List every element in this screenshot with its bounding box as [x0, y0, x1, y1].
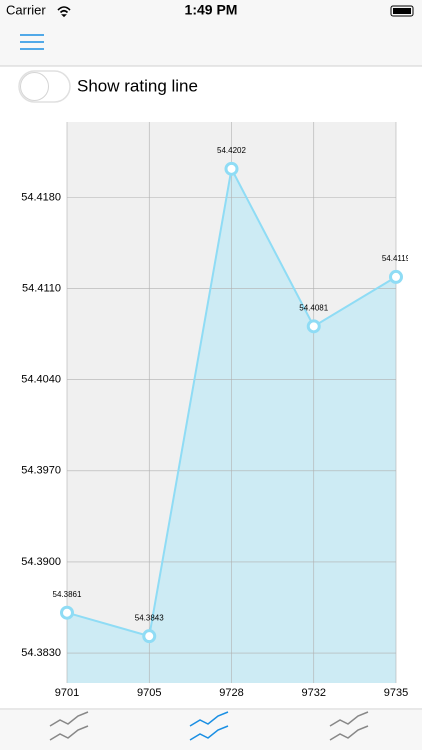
point: [306, 319, 321, 334]
tab-bar: [0, 710, 422, 750]
value-label: 54.3843: [135, 613, 164, 622]
point: [224, 161, 239, 176]
carrier: Carrier: [6, 2, 46, 17]
x-tick-label: 9735: [384, 687, 408, 699]
y-tick-label: 54.4040: [21, 374, 61, 386]
wifi-icon: [57, 6, 71, 18]
y-tick-label: 54.3970: [21, 465, 61, 477]
clock: 1:49 PM: [185, 2, 238, 18]
x-tick-label: 9705: [137, 687, 161, 699]
point: [60, 605, 74, 620]
x-tick-label: 9732: [302, 687, 326, 699]
tab-3[interactable]: [329, 711, 369, 741]
x-tick-label: 9728: [219, 687, 243, 699]
x-tick-label: 9701: [55, 687, 79, 699]
chart: 54.3830 54.3900 54.3970 54.4040 54.4110 54.41…: [21, 122, 411, 699]
tab-2[interactable]: [189, 711, 229, 741]
toggle-switch[interactable]: [18, 70, 71, 103]
menu-button[interactable]: [20, 34, 44, 50]
point: [142, 629, 157, 644]
value-label: 54.3861: [53, 590, 82, 599]
point: [389, 269, 403, 284]
toggle-label: Show rating line: [77, 76, 198, 95]
nav-background: [0, 0, 422, 66]
toggle-knob: [20, 72, 49, 101]
y-tick-label: 54.3900: [21, 556, 61, 568]
battery-icon: [390, 5, 414, 17]
value-label: 54.4202: [217, 146, 246, 155]
tab-1[interactable]: [49, 711, 89, 741]
battery-level: [393, 8, 411, 14]
value-label: 54.4081: [299, 303, 328, 312]
y-tick-label: 54.4180: [21, 191, 61, 203]
value-label: 54.4119: [382, 254, 411, 263]
y-tick-label: 54.3830: [21, 647, 61, 659]
y-tick-label: 54.4110: [22, 283, 61, 295]
